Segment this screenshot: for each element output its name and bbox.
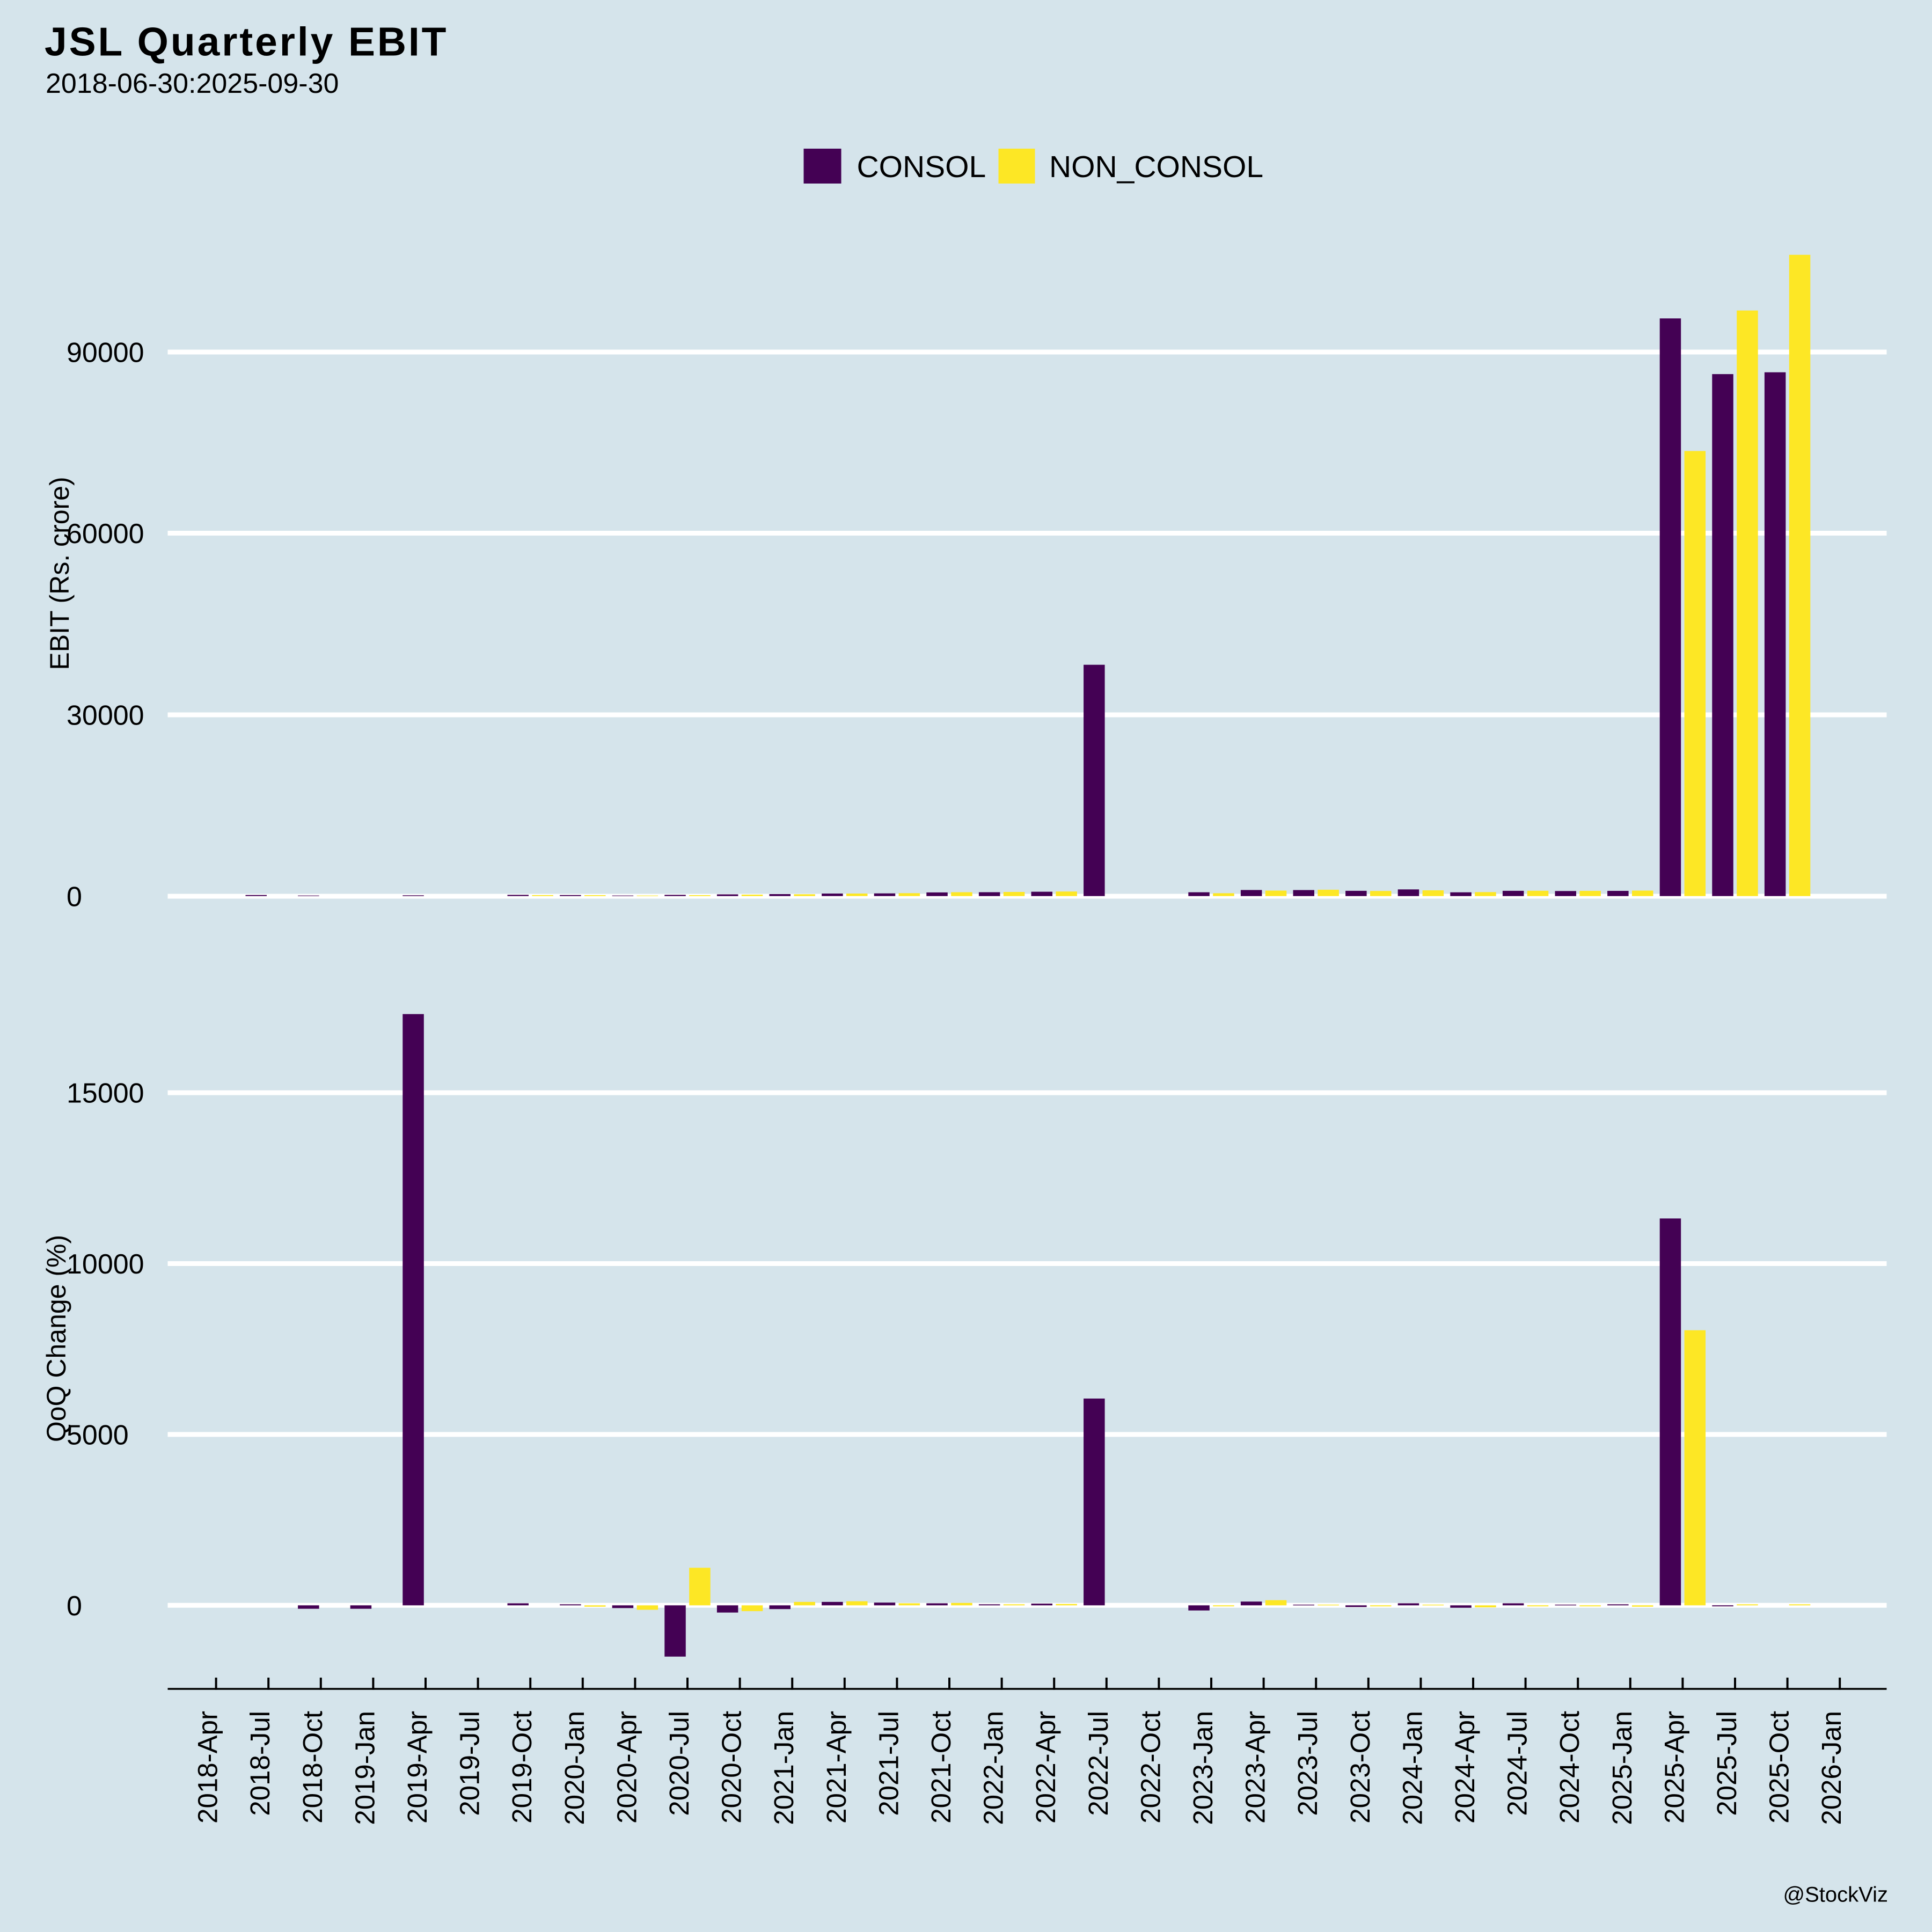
svg-text:2021-Jan: 2021-Jan	[769, 1711, 799, 1825]
svg-text:2023-Oct: 2023-Oct	[1345, 1711, 1375, 1824]
svg-text:NON_CONSOL: NON_CONSOL	[1049, 150, 1263, 184]
svg-text:0: 0	[67, 882, 82, 913]
svg-text:2022-Oct: 2022-Oct	[1135, 1711, 1166, 1824]
svg-text:2018-Oct: 2018-Oct	[297, 1711, 328, 1824]
svg-text:2019-Jan: 2019-Jan	[349, 1711, 380, 1825]
svg-text:2026-Jan: 2026-Jan	[1816, 1711, 1847, 1825]
svg-text:2020-Oct: 2020-Oct	[716, 1711, 747, 1824]
svg-text:EBIT (Rs. crore): EBIT (Rs. crore)	[45, 477, 75, 670]
svg-text:2019-Jul: 2019-Jul	[455, 1711, 485, 1816]
svg-text:QoQ Change (%): QoQ Change (%)	[41, 1235, 71, 1442]
svg-text:2025-Jul: 2025-Jul	[1711, 1711, 1742, 1816]
svg-text:CONSOL: CONSOL	[857, 150, 986, 184]
svg-text:JSL Quarterly EBIT: JSL Quarterly EBIT	[45, 19, 448, 64]
svg-text:2024-Apr: 2024-Apr	[1450, 1711, 1480, 1824]
svg-text:2023-Jul: 2023-Jul	[1292, 1711, 1323, 1816]
svg-text:2023-Jan: 2023-Jan	[1188, 1711, 1218, 1825]
svg-text:2024-Jan: 2024-Jan	[1397, 1711, 1428, 1825]
svg-text:2021-Oct: 2021-Oct	[926, 1711, 956, 1824]
svg-text:2025-Oct: 2025-Oct	[1764, 1711, 1795, 1824]
svg-text:0: 0	[67, 1591, 82, 1622]
svg-text:10000: 10000	[67, 1249, 144, 1280]
svg-text:2018-06-30:2025-09-30: 2018-06-30:2025-09-30	[46, 68, 339, 99]
svg-text:2021-Jul: 2021-Jul	[873, 1711, 904, 1816]
svg-text:2019-Apr: 2019-Apr	[402, 1711, 433, 1824]
svg-text:2020-Apr: 2020-Apr	[611, 1711, 642, 1824]
svg-text:2024-Jul: 2024-Jul	[1502, 1711, 1533, 1816]
svg-text:2018-Jul: 2018-Jul	[245, 1711, 275, 1816]
svg-text:90000: 90000	[67, 338, 144, 369]
svg-text:2025-Jan: 2025-Jan	[1607, 1711, 1637, 1825]
svg-text:2022-Apr: 2022-Apr	[1030, 1711, 1061, 1824]
svg-text:2019-Oct: 2019-Oct	[507, 1711, 537, 1824]
svg-text:5000: 5000	[67, 1419, 129, 1451]
svg-text:2025-Apr: 2025-Apr	[1659, 1711, 1689, 1824]
svg-text:2020-Jan: 2020-Jan	[559, 1711, 590, 1825]
svg-text:2022-Jul: 2022-Jul	[1083, 1711, 1114, 1816]
svg-text:@StockViz: @StockViz	[1783, 1883, 1889, 1907]
svg-text:2018-Apr: 2018-Apr	[193, 1711, 223, 1824]
svg-text:2023-Apr: 2023-Apr	[1240, 1711, 1271, 1824]
svg-text:60000: 60000	[67, 518, 144, 550]
svg-text:2020-Jul: 2020-Jul	[664, 1711, 694, 1816]
svg-text:30000: 30000	[67, 700, 144, 731]
svg-text:2021-Apr: 2021-Apr	[821, 1711, 852, 1824]
svg-text:15000: 15000	[67, 1078, 144, 1109]
svg-text:2024-Oct: 2024-Oct	[1554, 1711, 1585, 1824]
svg-text:2022-Jan: 2022-Jan	[978, 1711, 1009, 1825]
